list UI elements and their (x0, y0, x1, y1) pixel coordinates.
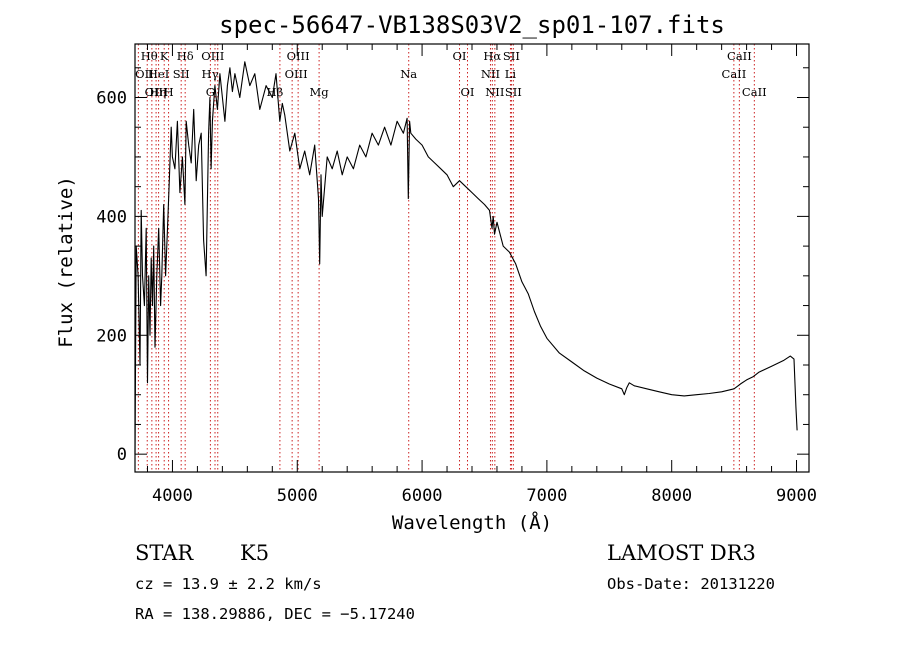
x-axis-label: Wavelength (Å) (392, 511, 552, 534)
line-label-3: HeI (148, 67, 169, 81)
line-label-1: OII (135, 67, 154, 81)
line-label-4: K (160, 49, 169, 63)
redshift-cz: cz = 13.9 ± 2.2 km/s (135, 575, 322, 593)
line-label-26: CaII (722, 67, 747, 81)
line-label-10: Hγ (202, 67, 219, 81)
line-label-20: SII (503, 49, 520, 63)
x-tick-label: 8000 (651, 486, 692, 506)
x-tick-label: 7000 (526, 486, 567, 506)
survey-name: LAMOST DR3 (607, 541, 756, 565)
x-tick-label: 4000 (152, 486, 193, 506)
y-tick-label: 600 (96, 89, 127, 109)
line-label-6: SII (173, 67, 190, 81)
y-tick-label: 400 (96, 207, 127, 227)
line-label-5: Hη (149, 85, 166, 99)
line-label-22: Li (505, 67, 517, 81)
line-label-18: OI (461, 85, 475, 99)
spectral-line-markers (137, 44, 755, 472)
obs-date: Obs-Date: 20131220 (607, 575, 775, 593)
x-tick-label: 6000 (402, 486, 443, 506)
line-label-0: Hθ (141, 49, 158, 63)
line-label-21: NII (481, 67, 500, 81)
line-label-16: Na (400, 67, 417, 81)
y-axis-label: Flux (relative) (55, 176, 77, 348)
line-label-2: OIII (145, 85, 168, 99)
line-label-8: Hδ (177, 49, 194, 63)
line-label-7: H (164, 85, 174, 99)
x-axis-ticks: 4000 5000 6000 7000 8000 9000 (146, 44, 817, 506)
line-label-13: OIII (285, 67, 308, 81)
line-label-25: CaII (727, 49, 752, 63)
y-tick-label: 0 (117, 445, 127, 465)
line-label-9: OIII (201, 49, 224, 63)
coordinates: RA = 138.29886, DEC = −5.17240 (135, 605, 415, 623)
x-tick-label: 5000 (277, 486, 318, 506)
line-label-24: SII (505, 85, 522, 99)
line-label-17: OI (453, 49, 467, 63)
object-subclass: K5 (240, 541, 269, 565)
y-axis-ticks: 0 200 400 600 (96, 67, 809, 465)
x-tick-label: 9000 (776, 486, 817, 506)
chart-title: spec-56647-VB138S03V2_sp01-107.fits (219, 11, 725, 39)
line-label-19: Hα (483, 49, 501, 63)
line-label-23: NII (485, 85, 504, 99)
line-label-15: Mg (310, 85, 330, 99)
spectrum-curve (134, 61, 798, 455)
line-label-27: CaII (742, 85, 767, 99)
y-tick-label: 200 (96, 326, 127, 346)
plot-frame (134, 43, 810, 473)
line-label-11: G (206, 85, 215, 99)
line-label-12: OIII (287, 49, 310, 63)
object-type: STAR (135, 541, 194, 565)
